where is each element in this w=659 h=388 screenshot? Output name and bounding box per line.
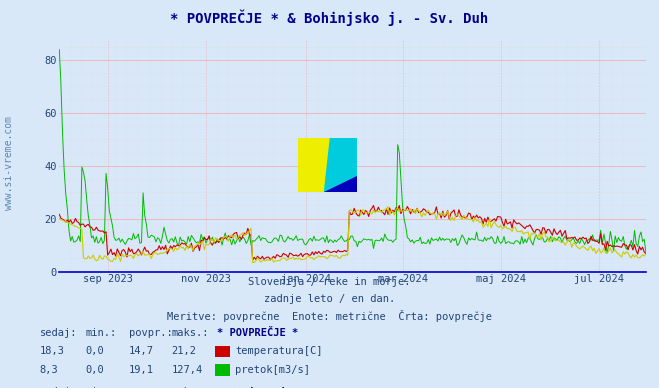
Text: 18,3: 18,3: [40, 346, 65, 357]
Text: www.si-vreme.com: www.si-vreme.com: [3, 116, 14, 210]
Text: pretok[m3/s]: pretok[m3/s]: [235, 365, 310, 375]
Text: * POVPREČJE * & Bohinjsko j. - Sv. Duh: * POVPREČJE * & Bohinjsko j. - Sv. Duh: [171, 10, 488, 26]
Text: 8,3: 8,3: [40, 365, 58, 375]
Text: 0,0: 0,0: [86, 346, 104, 357]
Text: zadnje leto / en dan.: zadnje leto / en dan.: [264, 294, 395, 304]
Text: povpr.:: povpr.:: [129, 328, 172, 338]
Polygon shape: [298, 138, 330, 192]
Polygon shape: [324, 176, 357, 192]
Text: 19,1: 19,1: [129, 365, 154, 375]
Text: Slovenija / reke in morje.: Slovenija / reke in morje.: [248, 277, 411, 288]
Text: 14,7: 14,7: [129, 346, 154, 357]
Text: 0,0: 0,0: [86, 365, 104, 375]
Text: temperatura[C]: temperatura[C]: [235, 346, 323, 357]
Text: Meritve: povprečne  Enote: metrične  Črta: povprečje: Meritve: povprečne Enote: metrične Črta:…: [167, 310, 492, 322]
Text: maks.:: maks.:: [171, 328, 209, 338]
Text: 127,4: 127,4: [171, 365, 202, 375]
Text: 21,2: 21,2: [171, 346, 196, 357]
Text: * POVPREČJE *: * POVPREČJE *: [217, 328, 299, 338]
Text: min.:: min.:: [86, 328, 117, 338]
Polygon shape: [324, 138, 357, 192]
Text: sedaj:: sedaj:: [40, 328, 77, 338]
